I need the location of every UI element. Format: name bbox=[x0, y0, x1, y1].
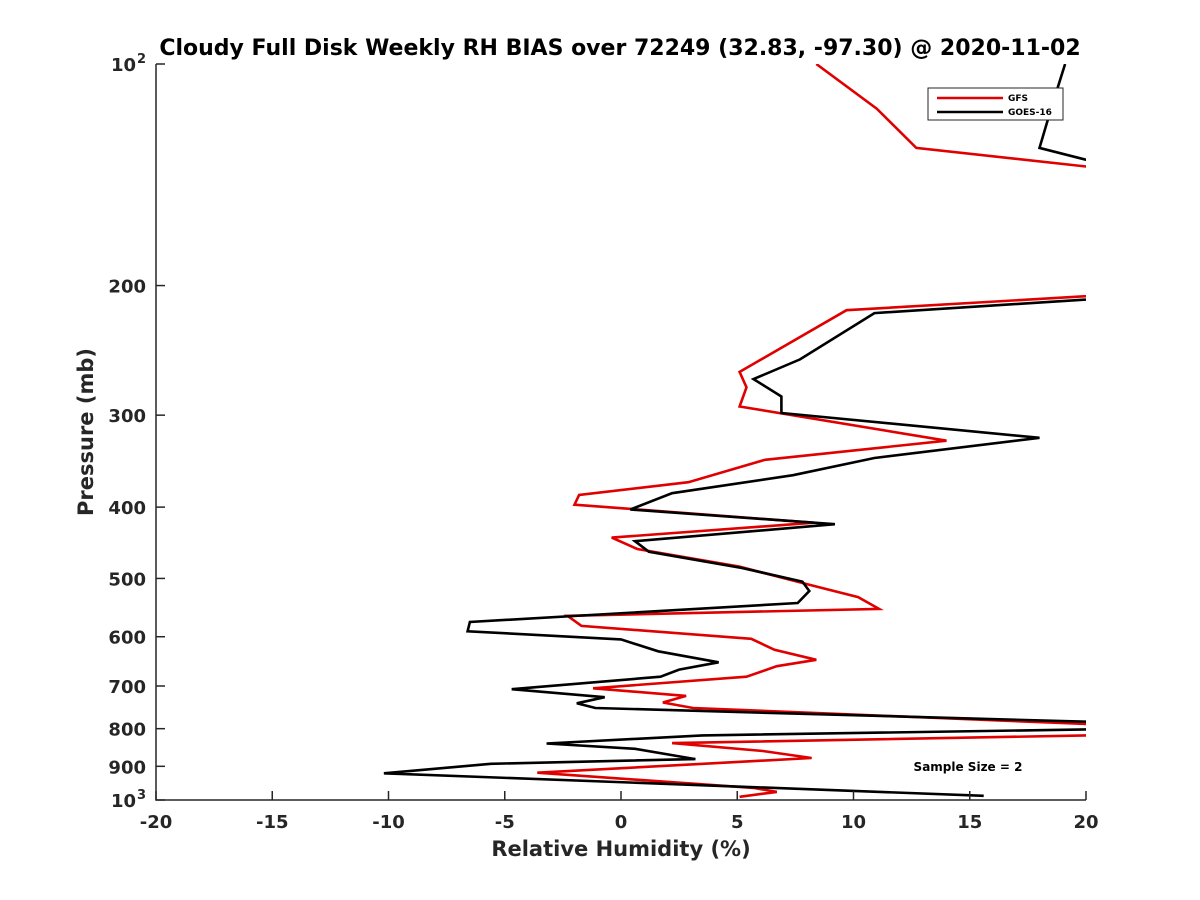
x-tick-label: 15 bbox=[957, 812, 982, 833]
x-tick-label: -10 bbox=[372, 812, 405, 833]
chart-title: Cloudy Full Disk Weekly RH BIAS over 722… bbox=[159, 36, 1080, 61]
y-axis-label: Pressure (mb) bbox=[74, 348, 98, 516]
y-tick-label: 10 bbox=[111, 55, 136, 76]
x-axis-label: Relative Humidity (%) bbox=[491, 837, 750, 861]
y-tick-label: 200 bbox=[108, 277, 146, 298]
y-tick-label: 400 bbox=[108, 498, 146, 519]
series-line-gfs bbox=[537, 64, 1086, 799]
x-tick-label: -15 bbox=[256, 812, 289, 833]
series-layer bbox=[383, 64, 1086, 799]
y-tick-label: 300 bbox=[108, 406, 146, 427]
y-tick-exponent: 3 bbox=[137, 788, 146, 803]
x-tick-label: 5 bbox=[731, 812, 744, 833]
legend-box bbox=[927, 87, 1064, 121]
x-tick-label: 20 bbox=[1073, 812, 1098, 833]
legend-label: GFS bbox=[1008, 94, 1028, 104]
y-tick-label: 600 bbox=[108, 628, 146, 649]
sample-size-annotation: Sample Size = 2 bbox=[914, 760, 1023, 774]
y-tick-label: 700 bbox=[108, 677, 146, 698]
legend-label: GOES-16 bbox=[1008, 108, 1052, 118]
legend: GFS GOES-16 bbox=[927, 87, 1064, 121]
y-tick-label: 500 bbox=[108, 569, 146, 590]
y-tick-label: 10 bbox=[111, 791, 136, 812]
x-tick-label: -5 bbox=[495, 812, 515, 833]
y-tick-label: 900 bbox=[108, 757, 146, 778]
x-tick-label: 10 bbox=[841, 812, 866, 833]
x-axis-ticks: -20 -15 -10 -5 0 5 10 15 20 bbox=[140, 791, 1099, 833]
x-tick-label: 0 bbox=[615, 812, 628, 833]
y-tick-exponent: 2 bbox=[137, 52, 146, 67]
y-tick-label: 800 bbox=[108, 720, 146, 741]
series-line-goes-16 bbox=[383, 64, 1086, 798]
x-tick-label: -20 bbox=[140, 812, 173, 833]
